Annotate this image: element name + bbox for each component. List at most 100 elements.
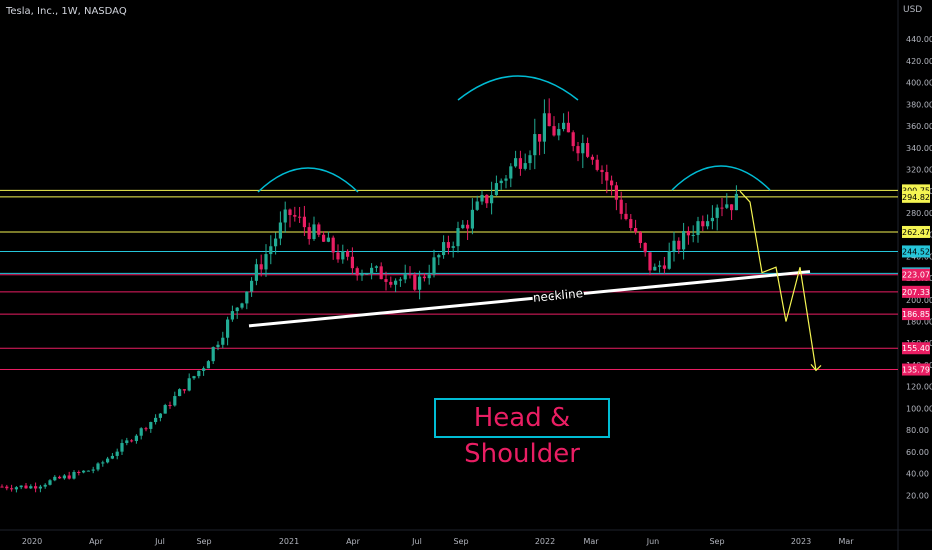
candle-body	[504, 178, 508, 181]
candle-body	[418, 276, 422, 290]
level-tag-label: 155.40	[902, 344, 930, 353]
candle-body	[202, 368, 206, 371]
symbol-title: Tesla, Inc., 1W, NASDAQ	[6, 6, 127, 17]
neckline	[248, 270, 811, 328]
candle-body	[178, 389, 182, 397]
candle-body	[595, 159, 599, 170]
candle-body	[528, 155, 532, 164]
candle-body	[643, 242, 647, 253]
candle-body	[542, 113, 546, 142]
candle-body	[442, 242, 446, 256]
right-shoulder-arc	[671, 165, 771, 191]
level-tag	[902, 245, 930, 258]
candle-body	[350, 256, 354, 269]
candle-body	[130, 440, 134, 442]
y-tick-label: 120.00	[906, 383, 932, 392]
level-tag	[902, 363, 930, 376]
hs-arcs	[257, 75, 771, 193]
candle-body	[624, 213, 628, 220]
candle-body	[216, 344, 220, 348]
candle-body	[610, 180, 614, 186]
x-tick-label: 2020	[22, 537, 42, 546]
candle-body	[0, 486, 4, 488]
candle-body	[158, 413, 162, 418]
candle-body	[475, 201, 479, 210]
candle-body	[298, 216, 302, 218]
x-tick-label: 2021	[279, 537, 299, 546]
y-tick-label: 360.00	[906, 122, 932, 131]
candle-body	[110, 455, 114, 459]
candle-body	[456, 228, 460, 247]
candle-body	[82, 470, 86, 473]
y-tick-label: 320.00	[906, 165, 932, 174]
projection-arrowhead	[810, 364, 822, 372]
candle-body	[706, 221, 710, 227]
candle-body	[653, 266, 657, 271]
candle-body	[562, 122, 566, 130]
candle-body	[312, 224, 316, 240]
candle-body	[125, 440, 129, 444]
candle-body	[274, 238, 278, 247]
candle-body	[701, 221, 705, 227]
y-tick-label: 380.00	[906, 100, 932, 109]
candle-body	[566, 122, 570, 133]
projection-path	[739, 190, 817, 371]
x-tick-label: 2023	[791, 537, 811, 546]
candle-body	[533, 134, 537, 156]
candle-body	[374, 266, 378, 268]
candle-body	[331, 237, 335, 253]
candle-body	[677, 240, 681, 250]
candle-body	[163, 405, 167, 414]
candle-body	[245, 291, 249, 304]
candle-body	[499, 180, 503, 184]
candle-body	[278, 222, 282, 239]
level-tag-label: 244.52	[902, 247, 930, 256]
y-tick-label: 180.00	[906, 318, 932, 327]
y-tick-label: 200.00	[906, 296, 932, 305]
x-tick-label: Jul	[411, 537, 422, 546]
candle-body	[48, 480, 52, 485]
candle-body	[480, 194, 484, 202]
candle-body	[226, 319, 230, 338]
candle-body	[72, 471, 76, 479]
candle-body	[192, 376, 196, 379]
level-tag	[902, 225, 930, 238]
candle-body	[590, 156, 594, 160]
candle-body	[638, 232, 642, 243]
candle-body	[86, 470, 90, 472]
x-tick-label: Sep	[453, 537, 468, 546]
candle-body	[91, 469, 95, 471]
candle-body	[254, 264, 258, 281]
candle-body	[413, 274, 417, 290]
candle-body	[173, 396, 177, 406]
candle-body	[235, 307, 239, 312]
candle-body	[403, 274, 407, 280]
candle-body	[264, 254, 268, 270]
candle-body	[710, 217, 714, 222]
candle-body	[523, 163, 527, 169]
candle-body	[53, 476, 57, 481]
candle-body	[451, 246, 455, 248]
candle-body	[408, 274, 412, 276]
candle-body	[336, 252, 340, 260]
y-tick-label: 80.00	[906, 426, 929, 435]
candle-body	[552, 126, 556, 136]
candle-body	[398, 279, 402, 281]
level-tag-label: 262.47	[902, 228, 930, 237]
candle-body	[446, 242, 450, 248]
candle-body	[307, 227, 311, 240]
candle-body	[514, 158, 518, 167]
candle-body	[10, 488, 14, 490]
candle-body	[115, 451, 119, 456]
x-tick-label: Mar	[838, 537, 854, 546]
candle-body	[470, 209, 474, 229]
candle-body	[182, 389, 186, 391]
level-tag	[902, 308, 930, 321]
candle-body	[547, 113, 551, 127]
x-axis: 2020 Apr Jul Sep 2021 Apr Jul Sep 2022 Mar Jun Sep 2…	[22, 537, 854, 546]
candle-body	[43, 484, 47, 487]
candle-body	[370, 267, 374, 274]
y-tick-label: 340.00	[906, 144, 932, 153]
candle-body	[206, 361, 210, 369]
